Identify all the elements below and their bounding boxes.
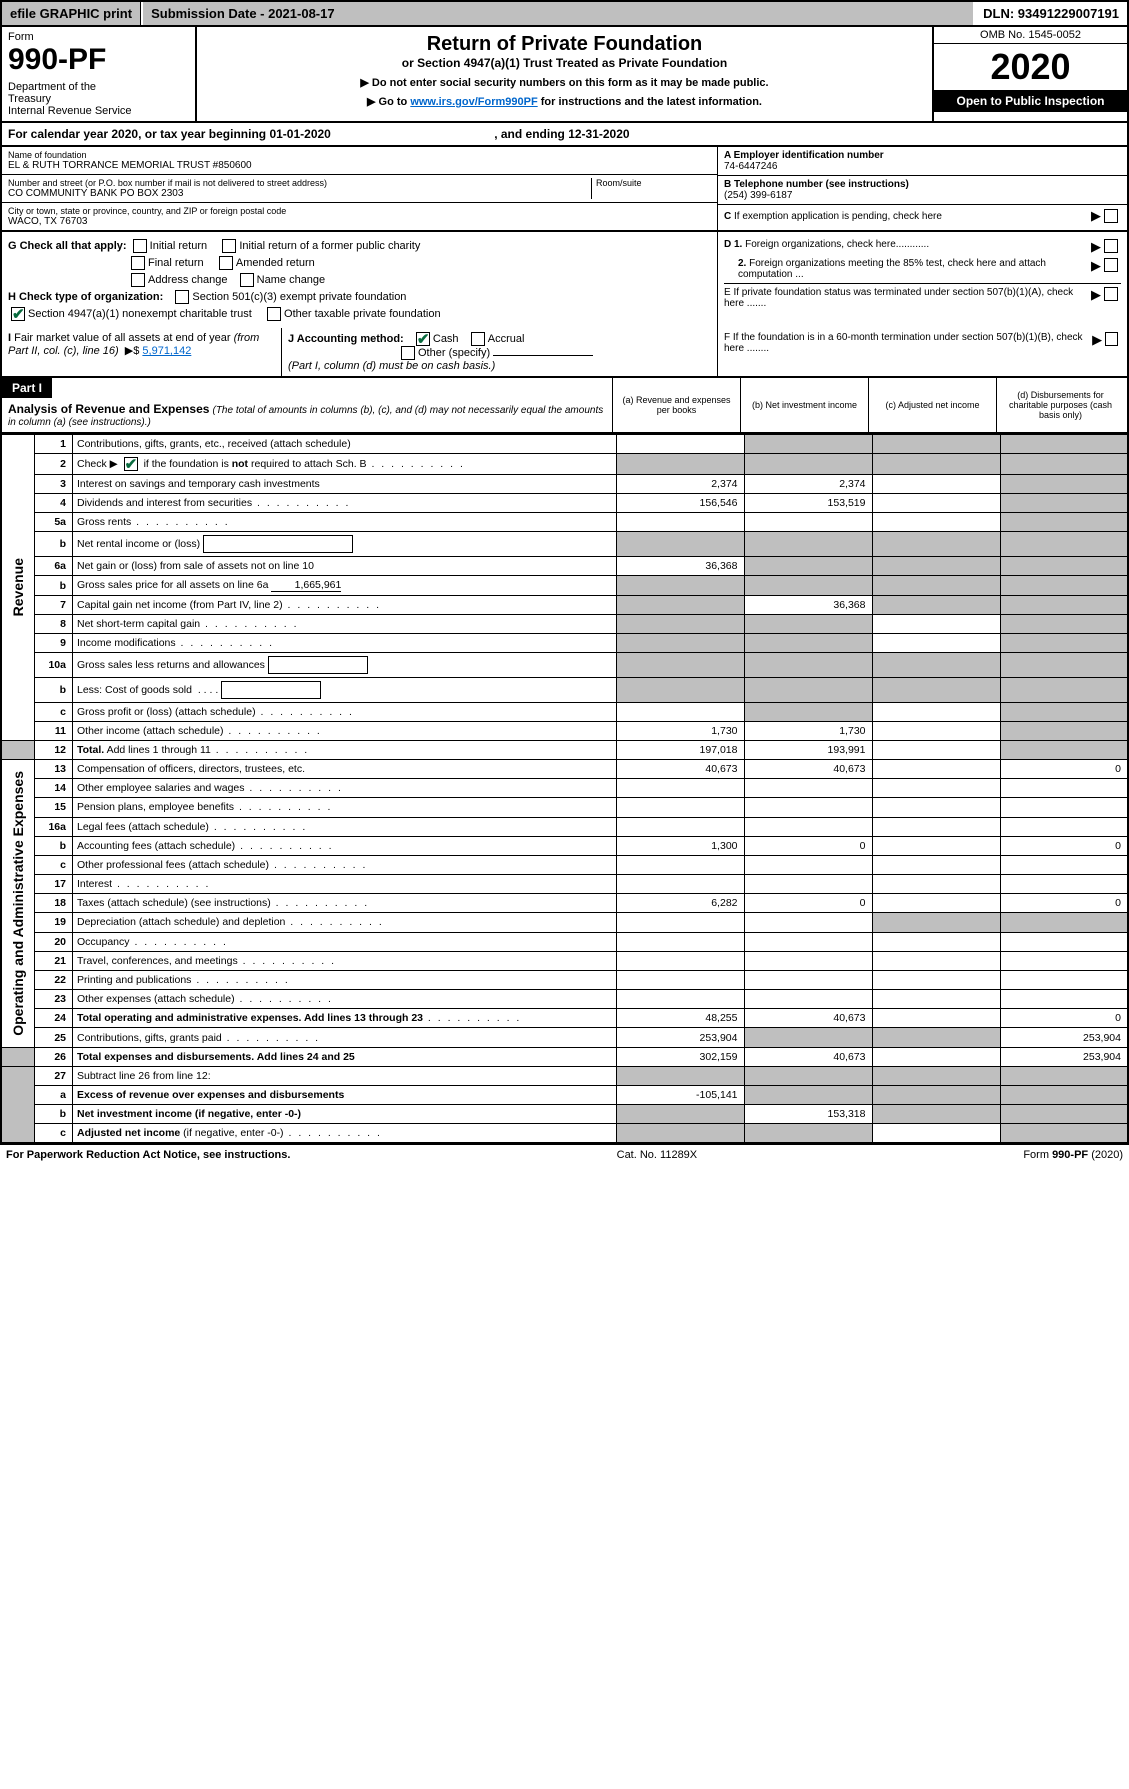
c-label: C If exemption application is pending, c… [724,211,1091,222]
efile-print-button[interactable]: efile GRAPHIC print [2,2,141,25]
revenue-side-label: Revenue [6,550,30,624]
phone-label: B Telephone number (see instructions) [724,179,1121,190]
part1-label: Part I [2,378,52,398]
footer-right: Form 990-PF (2020) [1023,1149,1123,1161]
j-accrual[interactable] [471,332,485,346]
f-label: F If the foundation is in a 60-month ter… [724,332,1092,372]
section-ij: I Fair market value of all assets at end… [0,328,1129,378]
form-number: 990-PF [8,43,189,77]
footer-mid: Cat. No. 11289X [617,1149,698,1161]
h-501c3[interactable] [175,290,189,304]
dln: DLN: 93491229007191 [975,2,1127,25]
expenses-side-label: Operating and Administrative Expenses [6,763,30,1044]
d2-checkbox[interactable] [1104,258,1118,272]
room-label: Room/suite [596,178,711,188]
foundation-name: EL & RUTH TORRANCE MEMORIAL TRUST #85060… [8,160,711,171]
city: WACO, TX 76703 [8,216,711,227]
j-cash[interactable] [416,332,430,346]
ein-label: A Employer identification number [724,150,1121,161]
d1-label: D 1. Foreign organizations, check here..… [724,239,1091,250]
col-b-header: (b) Net investment income [740,378,868,432]
page-footer: For Paperwork Reduction Act Notice, see … [0,1143,1129,1165]
c-checkbox[interactable] [1104,209,1118,223]
ein: 74-6447246 [724,161,1121,172]
g-final-return[interactable] [131,256,145,270]
department: Department of theTreasuryInternal Revenu… [8,81,189,117]
top-button-bar: efile GRAPHIC print Submission Date - 20… [0,0,1129,27]
form-header: Form 990-PF Department of theTreasuryInt… [0,27,1129,123]
g-initial-return[interactable] [133,239,147,253]
addr-label: Number and street (or P.O. box number if… [8,178,591,188]
e-label: E If private foundation status was termi… [724,287,1091,309]
section-h: H Check type of organization: Section 50… [8,290,711,304]
form-title: Return of Private Foundation [203,33,926,56]
f-checkbox[interactable] [1105,332,1118,346]
form-note-2: ▶ Go to www.irs.gov/Form990PF for instru… [203,95,926,108]
submission-date: Submission Date - 2021-08-17 [143,2,973,25]
part1-table: Revenue 1Contributions, gifts, grants, e… [0,434,1129,1143]
fmv-link[interactable]: 5,971,142 [142,345,191,357]
address: CO COMMUNITY BANK PO BOX 2303 [8,188,591,199]
h-other-taxable[interactable] [267,307,281,321]
g-initial-former[interactable] [222,239,236,253]
entity-info: Name of foundation EL & RUTH TORRANCE ME… [0,147,1129,232]
open-to-public: Open to Public Inspection [934,90,1127,112]
d2-label: 2. Foreign organizations meeting the 85%… [724,258,1091,280]
g-amended[interactable] [219,256,233,270]
form-subtitle: or Section 4947(a)(1) Trust Treated as P… [203,56,926,70]
col-c-header: (c) Adjusted net income [868,378,996,432]
irs-link[interactable]: www.irs.gov/Form990PF [410,96,537,108]
phone: (254) 399-6187 [724,190,1121,201]
g-address-change[interactable] [131,273,145,287]
g-name-change[interactable] [240,273,254,287]
form-label: Form [8,31,189,43]
city-label: City or town, state or province, country… [8,206,711,216]
calendar-year-row: For calendar year 2020, or tax year begi… [0,123,1129,147]
d1-checkbox[interactable] [1104,239,1118,253]
section-g-row: G Check all that apply: Initial return I… [0,232,1129,328]
part1-header: Part I Analysis of Revenue and Expenses … [0,378,1129,434]
j-other[interactable] [401,346,415,360]
form-note-1: ▶ Do not enter social security numbers o… [203,76,926,89]
h-4947[interactable] [11,307,25,321]
e-checkbox[interactable] [1104,287,1118,301]
r2-checkbox[interactable] [124,457,138,471]
name-label: Name of foundation [8,150,711,160]
footer-left: For Paperwork Reduction Act Notice, see … [6,1149,290,1161]
omb-number: OMB No. 1545-0052 [934,27,1127,44]
tax-year: 2020 [934,44,1127,90]
col-d-header: (d) Disbursements for charitable purpose… [996,378,1124,432]
col-a-header: (a) Revenue and expenses per books [612,378,740,432]
